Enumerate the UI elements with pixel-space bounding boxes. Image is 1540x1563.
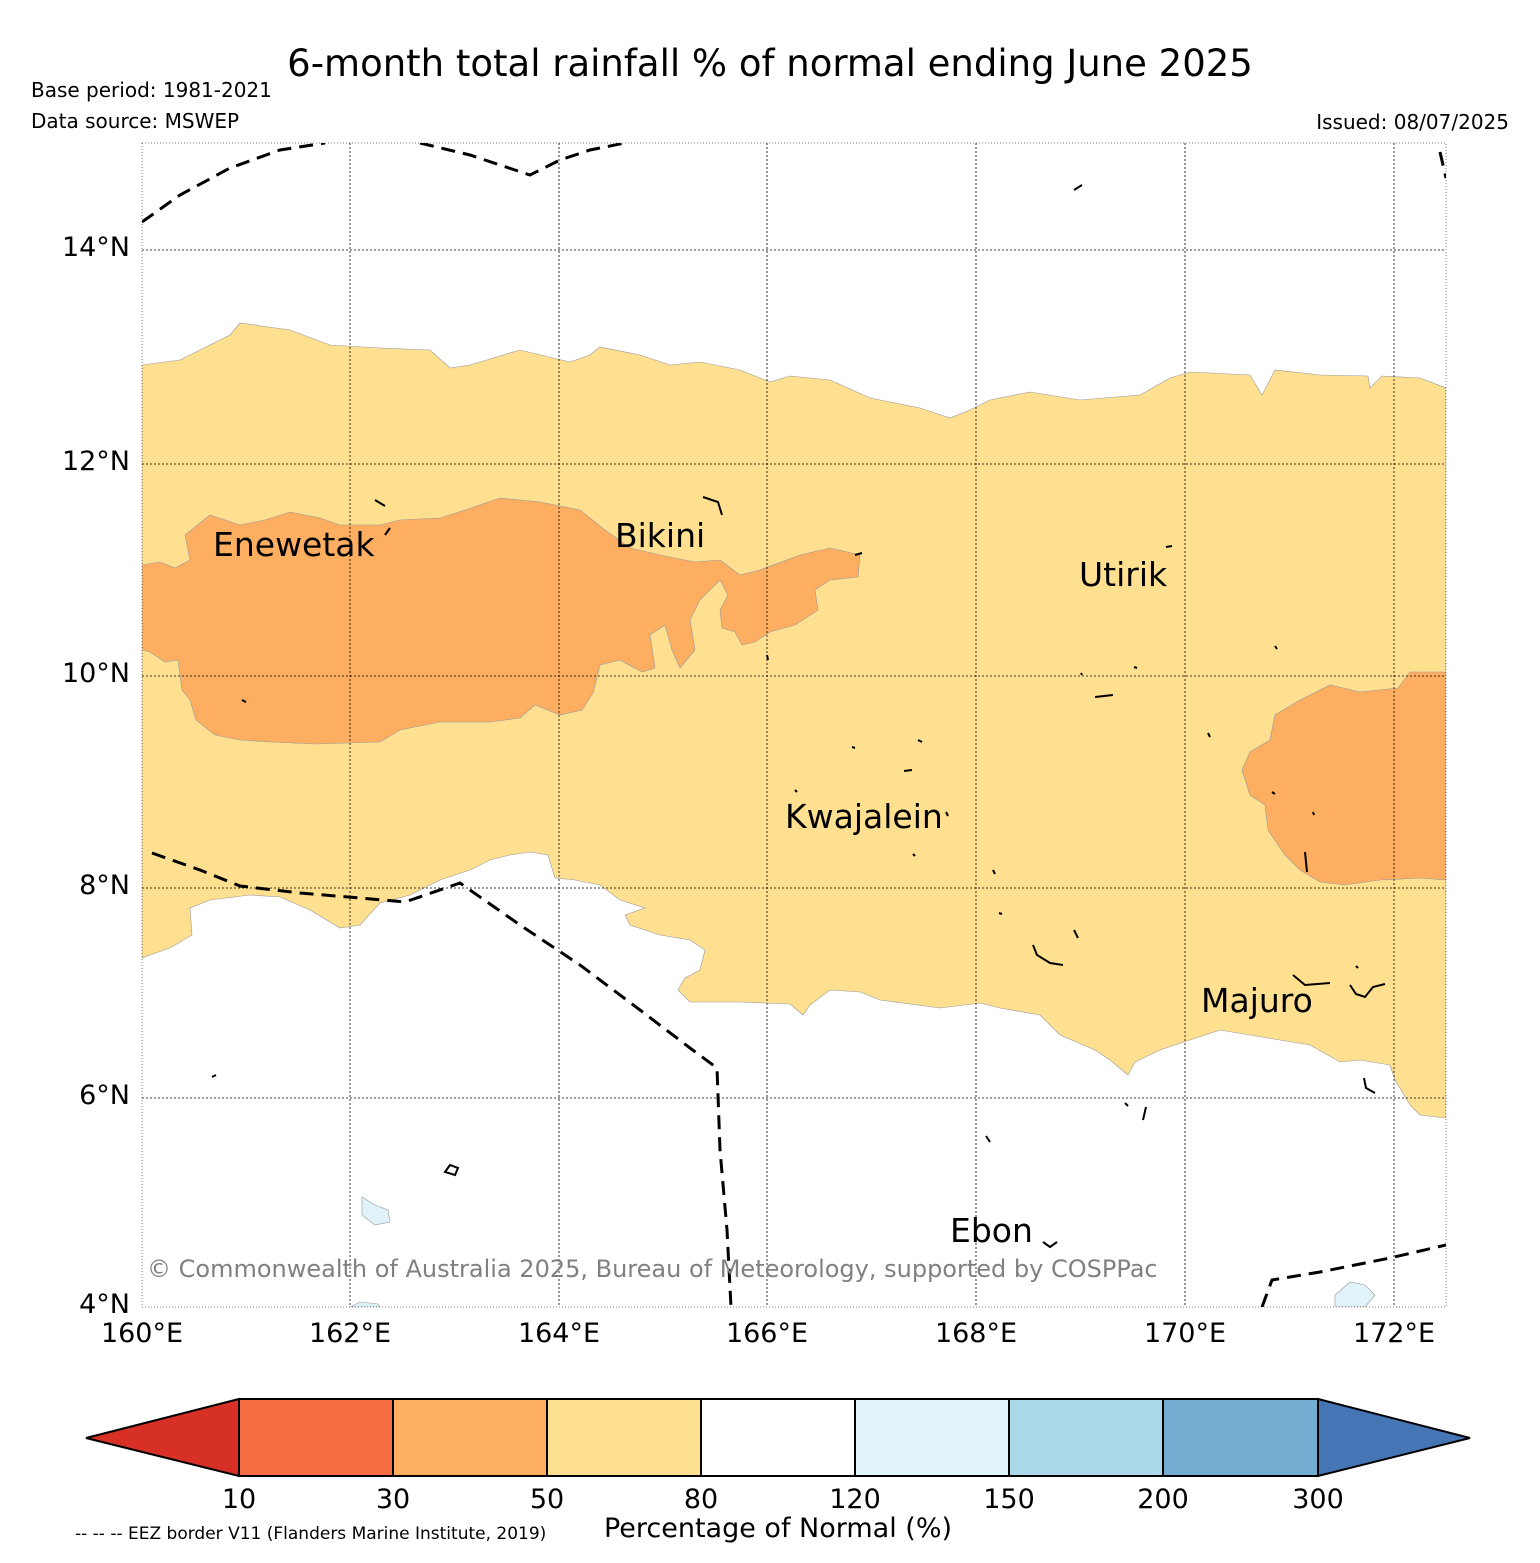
- lat-label: 10°N: [61, 658, 130, 689]
- lon-label: 160°E: [100, 1318, 184, 1349]
- place-label-majuro: Majuro: [1201, 981, 1313, 1020]
- atoll-outlines: [211, 184, 1386, 1249]
- base-period-text: Base period: 1981-2021: [31, 78, 272, 102]
- lon-label: 172°E: [1352, 1318, 1436, 1349]
- colorbar-tick-label: 50: [529, 1484, 565, 1515]
- rainfall-zone-120-150: [1334, 1281, 1376, 1307]
- map-title: 6-month total rainfall % of normal endin…: [287, 42, 1253, 85]
- colorbar-bin-50-80: [546, 1398, 702, 1477]
- rainfall-zone-30-50-east: [1241, 671, 1446, 886]
- lon-label: 168°E: [934, 1318, 1018, 1349]
- colorbar: [85, 1397, 1471, 1478]
- lat-label: 12°N: [61, 446, 130, 477]
- lat-label: 6°N: [79, 1080, 130, 1111]
- rainfall-zone-30-50-west: [142, 497, 861, 745]
- data-source-text: Data source: MSWEP: [31, 109, 240, 133]
- colorbar-bin-30-50: [392, 1398, 548, 1477]
- colorbar-tick-label: 30: [375, 1484, 411, 1515]
- lat-label: 14°N: [61, 232, 130, 263]
- rainfall-zone-120-150: [349, 1301, 381, 1307]
- lon-label: 164°E: [517, 1318, 601, 1349]
- issued-date-text: Issued: 08/07/2025: [1316, 110, 1509, 134]
- lon-label: 170°E: [1143, 1318, 1227, 1349]
- place-label-ebon: Ebon: [950, 1211, 1033, 1250]
- lon-label: 162°E: [308, 1318, 392, 1349]
- place-label-utirik: Utirik: [1079, 555, 1168, 594]
- graticule: [142, 143, 1446, 1307]
- colorbar-bin-200-300: [1162, 1398, 1319, 1477]
- place-label-kwajalein: Kwajalein: [785, 797, 943, 836]
- colorbar-label: Percentage of Normal (%): [603, 1513, 953, 1544]
- lat-label: 4°N: [79, 1289, 130, 1320]
- eez-border: [142, 143, 1446, 1307]
- colorbar-tick-label: 80: [683, 1484, 719, 1515]
- colorbar-bin-120-150: [854, 1398, 1010, 1477]
- colorbar-bin-80-120: [700, 1398, 856, 1477]
- colorbar-tick-label: 120: [829, 1484, 881, 1515]
- place-label-enewetak: Enewetak: [213, 525, 375, 564]
- colorbar-tick-label: 200: [1137, 1484, 1189, 1515]
- lon-label: 166°E: [725, 1318, 809, 1349]
- lat-label: 8°N: [79, 870, 130, 901]
- colorbar-bin-150-200: [1008, 1398, 1164, 1477]
- colorbar-bin-10-30: [238, 1398, 394, 1477]
- rainfall-zone-120-150: [361, 1196, 391, 1226]
- colorbar-extend-low: [85, 1397, 240, 1478]
- place-label-bikini: Bikini: [615, 516, 706, 555]
- colorbar-extend-high: [1317, 1397, 1471, 1478]
- copyright-notice: © Commonwealth of Australia 2025, Bureau…: [147, 1255, 1158, 1283]
- colorbar-tick-label: 10: [221, 1484, 257, 1515]
- eez-border-note: -- -- -- EEZ border V11 (Flanders Marine…: [75, 1524, 547, 1544]
- colorbar-tick-label: 300: [1292, 1484, 1344, 1515]
- colorbar-tick-label: 150: [983, 1484, 1035, 1515]
